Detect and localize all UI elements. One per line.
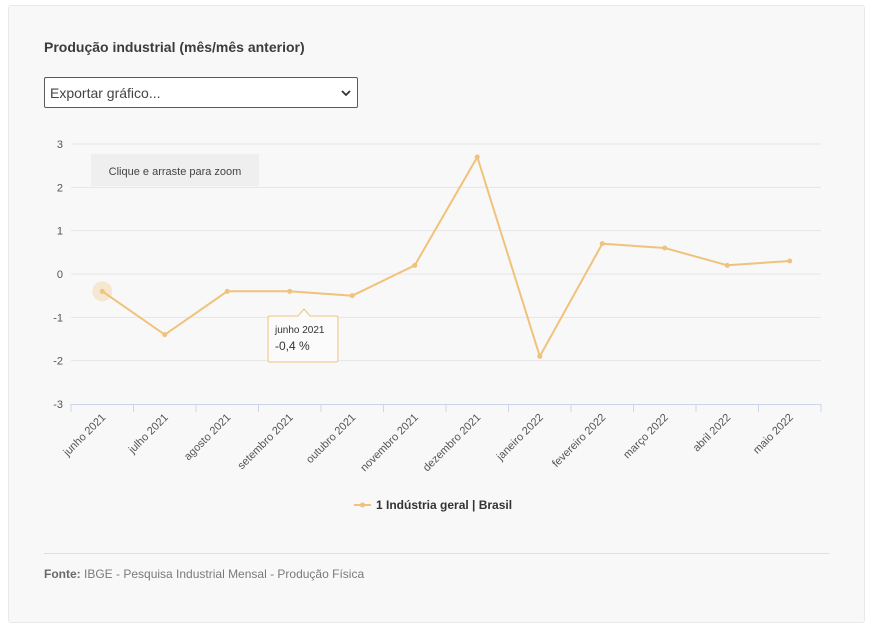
chart-title: Produção industrial (mês/mês anterior)	[44, 39, 305, 55]
chevron-down-icon	[341, 90, 351, 97]
data-point[interactable]	[662, 245, 668, 251]
x-tick-label: agosto 2021	[182, 412, 233, 463]
export-chart-select[interactable]: Exportar gráfico...	[44, 77, 358, 108]
x-tick-label: maio 2022	[751, 412, 796, 457]
y-tick-label: 3	[57, 139, 63, 151]
data-point[interactable]	[224, 288, 230, 294]
source-text: IBGE - Pesquisa Industrial Mensal - Prod…	[84, 567, 365, 581]
export-chart-label: Exportar gráfico...	[50, 85, 161, 101]
data-point[interactable]	[724, 262, 730, 268]
source-label: Fonte:	[44, 567, 81, 581]
x-tick-label: janeiro 2022	[494, 412, 546, 464]
x-tick-label: novembro 2021	[358, 412, 421, 475]
y-tick-label: -3	[53, 399, 63, 411]
legend-item-label: 1 Indústria geral | Brasil	[376, 498, 512, 512]
x-axis-labels: junho 2021 julho 2021 agosto 2021 setembro …	[61, 412, 796, 475]
legend-symbol-dot	[360, 502, 365, 508]
source-note: Fonte: IBGE - Pesquisa Industrial Mensal…	[44, 567, 364, 581]
tooltip-category: junho 2021	[274, 325, 325, 336]
zoom-hint-text: Clique e arraste para zoom	[109, 166, 242, 178]
series-points	[99, 154, 793, 359]
x-tick-label: julho 2021	[126, 412, 171, 457]
data-point[interactable]	[162, 332, 168, 338]
y-tick-label: -1	[53, 312, 63, 324]
x-tick-label: outubro 2021	[304, 412, 358, 466]
x-tick-label: dezembro 2021	[421, 412, 484, 475]
data-point[interactable]	[537, 353, 543, 359]
x-axis	[70, 404, 822, 412]
x-tick-label: junho 2021	[61, 412, 109, 460]
series-line	[101, 154, 790, 359]
grid-lines	[71, 143, 821, 362]
data-point[interactable]	[787, 258, 793, 264]
y-tick-label: -2	[53, 356, 63, 368]
y-tick-label: 1	[57, 226, 63, 238]
tooltip-value: -0,4 %	[275, 339, 310, 353]
y-tick-label: 0	[57, 269, 63, 281]
zoom-hint-box	[91, 154, 259, 186]
data-point[interactable]	[349, 293, 355, 299]
data-point[interactable]	[599, 241, 605, 247]
legend[interactable]: 1 Indústria geral | Brasil	[354, 498, 512, 512]
tooltip-box	[267, 308, 339, 363]
y-axis-ticks: 3 2 1 0 -1 -2 -3	[53, 139, 63, 411]
data-point[interactable]	[287, 288, 293, 294]
x-tick-label: setembro 2021	[235, 412, 295, 472]
chart-card: Produção industrial (mês/mês anterior) E…	[8, 5, 865, 623]
y-tick-label: 2	[57, 182, 63, 194]
x-tick-label: fevereiro 2022	[550, 412, 608, 470]
data-point[interactable]	[412, 262, 418, 268]
x-tick-label: abril 2022	[691, 412, 734, 455]
line-chart[interactable]: 3 2 1 0 -1 -2 -3 junho 2021 julho 2021 agosto 20…	[9, 6, 866, 546]
data-point[interactable]	[99, 288, 105, 294]
x-tick-label: março 2022	[621, 412, 671, 462]
data-point[interactable]	[474, 154, 480, 160]
tooltip: junho 2021 -0,4 %	[267, 308, 339, 363]
zoom-hint: Clique e arraste para zoom	[91, 154, 259, 186]
footer-divider	[44, 553, 830, 554]
